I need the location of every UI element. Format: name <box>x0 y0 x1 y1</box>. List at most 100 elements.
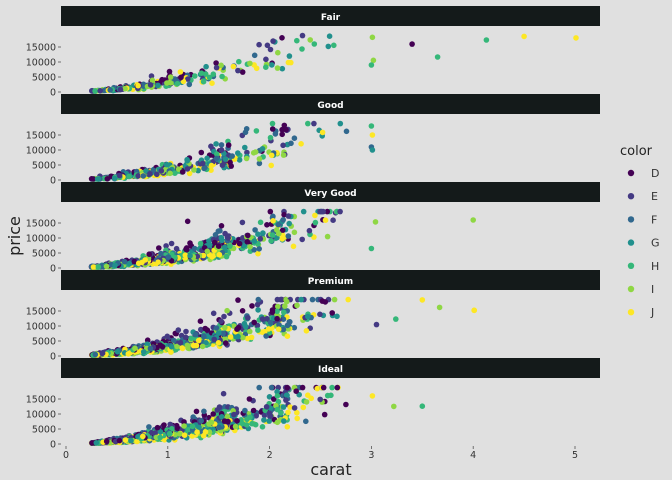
data-point <box>239 69 246 75</box>
data-point <box>311 41 318 47</box>
data-point <box>90 264 97 270</box>
data-point <box>242 129 249 136</box>
y-tick-label: 5000 <box>32 425 56 436</box>
data-point <box>317 208 323 215</box>
facet-panel-fair: Fair 0 5000 10000 15000 <box>26 6 600 99</box>
data-point <box>245 315 251 321</box>
data-point <box>206 429 213 435</box>
data-point <box>213 64 220 71</box>
data-point <box>154 424 161 431</box>
data-point <box>253 65 260 72</box>
data-point <box>135 260 142 267</box>
data-point <box>300 208 307 215</box>
data-point <box>112 262 118 269</box>
data-point <box>146 251 152 257</box>
data-point <box>131 258 138 265</box>
data-point <box>234 326 240 333</box>
y-tick-label: 10000 <box>26 146 56 157</box>
data-point <box>334 313 340 320</box>
data-point <box>179 345 185 351</box>
data-point <box>176 431 183 437</box>
data-point <box>285 233 292 239</box>
data-point <box>168 258 175 264</box>
data-point <box>146 424 152 430</box>
data-point <box>223 253 230 260</box>
data-point <box>204 248 211 255</box>
data-point <box>140 433 146 440</box>
data-point <box>276 322 282 328</box>
facet-strip <box>61 182 600 202</box>
data-point <box>280 326 287 333</box>
data-point <box>167 421 173 428</box>
data-point <box>107 87 113 93</box>
data-point <box>147 82 154 88</box>
y-tick-label: 15000 <box>26 395 56 406</box>
data-point <box>193 408 200 415</box>
data-point <box>285 409 291 416</box>
data-point <box>251 247 257 253</box>
data-point <box>331 296 338 303</box>
data-point <box>157 434 163 441</box>
facet-panel-ideal: Ideal 0 5000 10000 15000 <box>26 358 600 451</box>
scatter-points <box>88 120 376 182</box>
data-point <box>370 57 377 64</box>
data-point <box>419 297 426 303</box>
data-point <box>225 142 232 148</box>
data-point <box>219 414 225 420</box>
data-point <box>200 252 207 259</box>
data-point <box>99 350 106 357</box>
data-point <box>267 319 274 326</box>
data-point <box>255 231 261 237</box>
data-point <box>285 213 292 219</box>
data-point <box>242 144 248 151</box>
data-point <box>222 156 229 162</box>
data-point <box>264 315 270 322</box>
data-point <box>255 296 262 303</box>
legend-key <box>627 262 635 269</box>
data-point <box>194 429 200 436</box>
data-point <box>329 310 336 316</box>
data-point <box>161 422 167 428</box>
data-point <box>391 403 397 410</box>
data-point <box>210 71 217 77</box>
data-point <box>282 303 288 309</box>
data-point <box>122 85 128 92</box>
data-point <box>284 384 291 391</box>
x-tick-label: 1 <box>165 450 171 461</box>
y-tick-label: 15000 <box>26 307 56 318</box>
data-point <box>201 333 207 340</box>
data-point <box>311 120 317 127</box>
data-point <box>483 37 490 43</box>
data-point <box>240 334 246 341</box>
data-point <box>219 237 225 244</box>
data-point <box>298 296 305 303</box>
data-point <box>251 238 258 244</box>
data-point <box>299 384 306 391</box>
data-point <box>142 257 148 263</box>
data-point <box>229 153 235 159</box>
data-point <box>256 156 263 162</box>
data-point <box>231 411 237 418</box>
data-point <box>208 162 215 169</box>
data-point <box>272 131 279 137</box>
data-point <box>259 146 266 152</box>
data-point <box>155 82 161 89</box>
data-point <box>175 327 182 333</box>
data-point <box>269 126 276 132</box>
data-point <box>253 128 260 134</box>
data-point <box>140 349 147 355</box>
data-point <box>322 217 329 223</box>
data-point <box>372 219 379 225</box>
data-point <box>281 309 287 316</box>
data-point <box>261 417 267 423</box>
data-point <box>215 340 222 346</box>
data-point <box>184 218 191 225</box>
data-point <box>126 173 132 180</box>
x-tick-label: 0 <box>63 450 69 461</box>
data-point <box>247 60 253 67</box>
data-point <box>192 73 198 79</box>
legend-key <box>627 169 635 177</box>
y-tick-label: 5000 <box>32 249 56 260</box>
data-point <box>260 230 266 236</box>
